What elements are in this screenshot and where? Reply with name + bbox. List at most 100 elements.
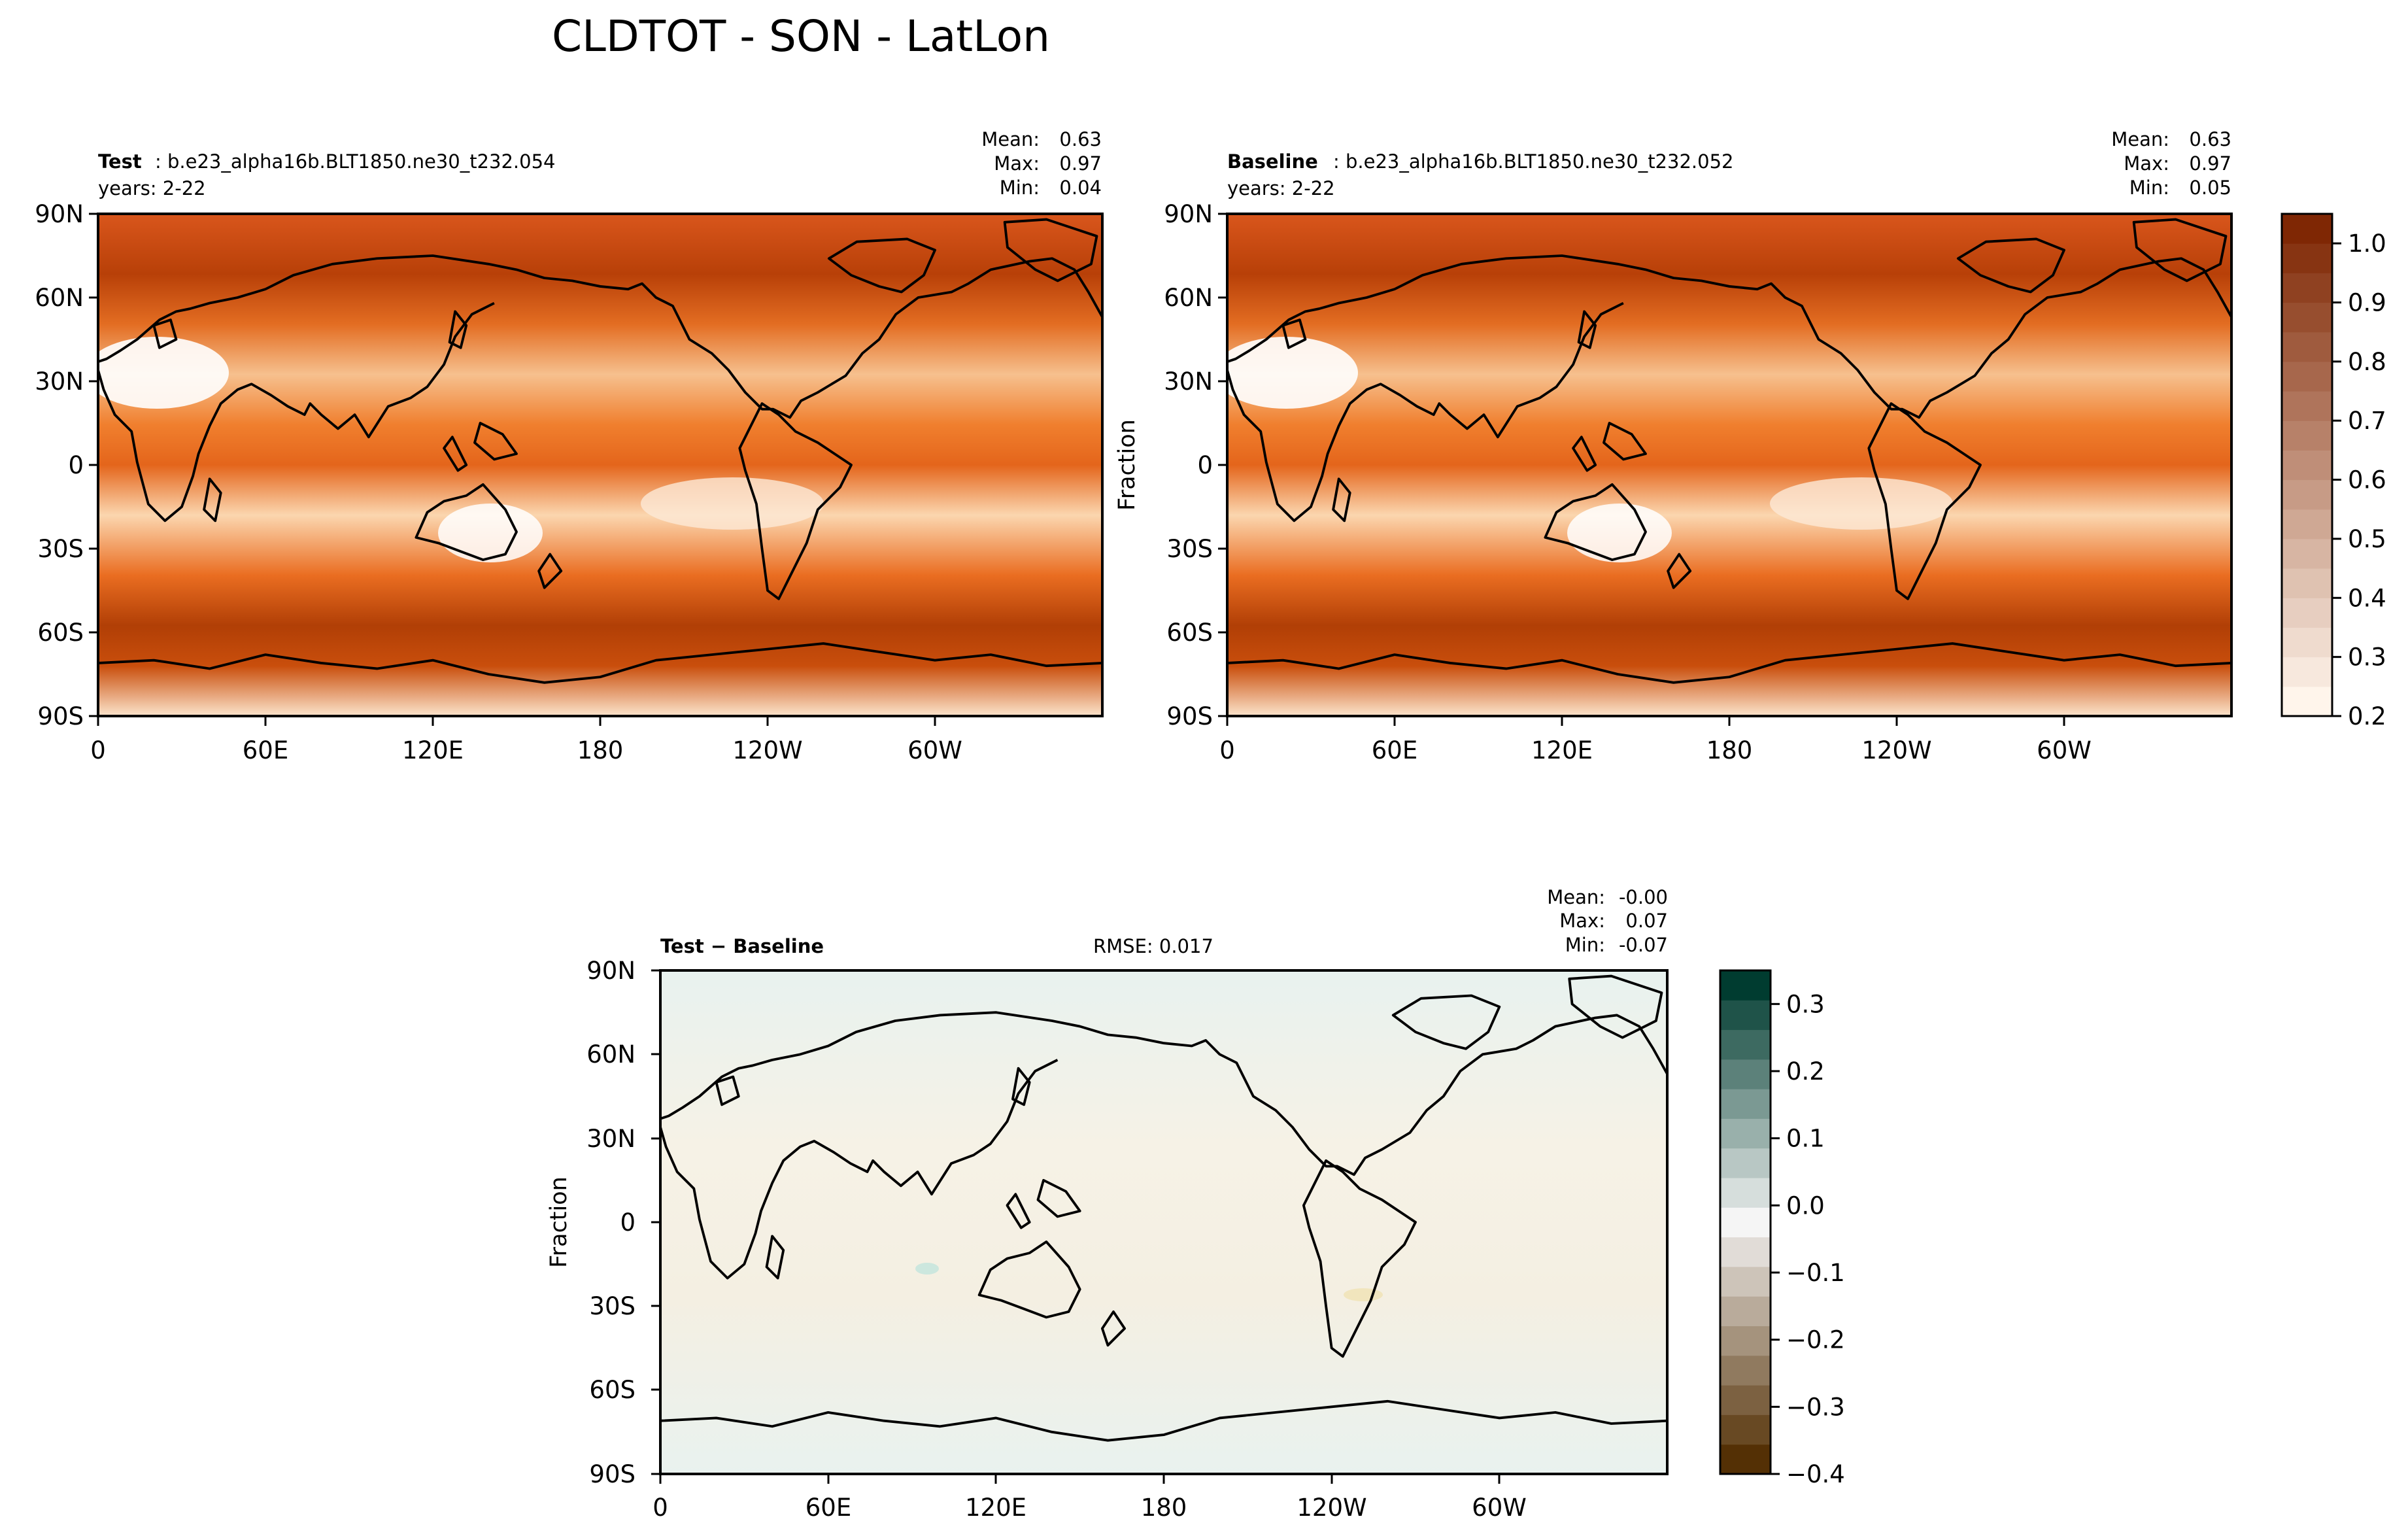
colorbar-swatch <box>2282 420 2332 451</box>
panel-baseline-y-axis: 90N 60N 30N 0 30S 60S 90S <box>1164 200 1213 730</box>
colorbar-tick-label: −0.2 <box>1786 1326 1845 1354</box>
x-tick-label: 60E <box>1372 736 1417 764</box>
panel-baseline-label: Baseline <box>1227 150 1318 173</box>
y-tick-label: 90N <box>35 200 84 228</box>
colorbar-oranges-frame <box>2281 213 2333 717</box>
panel-difference-rmse: RMSE: 0.017 <box>1093 935 1213 957</box>
panel-test-min-label: Min: <box>1000 177 1040 199</box>
panel-difference-x-axis: 0 60E 120E 180 120W 60W <box>653 1494 1527 1522</box>
panel-baseline-case: : b.e23_alpha16b.BLT1850.ne30_t232.052 <box>1333 150 1733 173</box>
panel-test-y-axis: 90N 60N 30N 0 30S 60S 90S <box>35 200 84 730</box>
y-tick-label: 30N <box>1164 368 1213 396</box>
colorbar-oranges-ticks: 0.2 0.3 0.4 0.5 0.6 0.7 0.8 0.9 1.0 <box>2332 230 2386 730</box>
panel-baseline-min-value: 0.05 <box>2189 177 2231 199</box>
y-tick-label: 60N <box>586 1040 636 1069</box>
panel-baseline-mean-value: 0.63 <box>2189 128 2231 150</box>
panel-test-mean-value: 0.63 <box>1059 128 1102 150</box>
x-tick-label: 120W <box>1861 736 1931 764</box>
colorbar-tick-label: 0.0 <box>1786 1191 1825 1220</box>
panel-test-label: Test <box>98 150 142 173</box>
panel-test-max-value: 0.97 <box>1059 152 1102 175</box>
panel-difference-mean-label: Mean: <box>1547 886 1605 908</box>
y-tick-label: 90S <box>589 1460 636 1488</box>
colorbar-tick-label: 0.2 <box>1786 1057 1825 1086</box>
x-tick-label: 60W <box>1472 1494 1527 1522</box>
panel-difference-mean-value: -0.00 <box>1619 886 1668 908</box>
colorbar-brbg: 0.3 0.2 0.1 0.0 −0.1 −0.2 −0.3 −0.4 <box>1719 969 1845 1488</box>
panel-baseline-low-cloud-australia <box>1567 504 1672 562</box>
panel-difference-anomaly <box>1344 1288 1383 1301</box>
y-tick-label: 60S <box>589 1376 636 1404</box>
colorbar-swatch <box>1720 1296 1771 1327</box>
panel-baseline-min-label: Min: <box>2129 177 2169 199</box>
colorbar-tick-label: 0.5 <box>2348 525 2386 553</box>
panel-baseline-years: years: 2-22 <box>1227 177 1335 199</box>
colorbar-tick-label: −0.4 <box>1786 1460 1845 1488</box>
colorbar-swatch <box>2282 479 2332 510</box>
panel-test-min-value: 0.04 <box>1059 177 1102 199</box>
colorbar-swatch <box>2282 568 2332 598</box>
x-tick-label: 0 <box>1219 736 1235 764</box>
colorbar-swatch <box>2282 332 2332 362</box>
x-tick-label: 120W <box>732 736 802 764</box>
y-tick-label: 30N <box>35 368 84 396</box>
colorbar-tick-label: 0.1 <box>1786 1125 1825 1153</box>
panel-difference-ylabel: Fraction <box>546 1176 572 1268</box>
colorbar-tick-label: −0.3 <box>1786 1393 1845 1421</box>
y-tick-label: 60S <box>1166 619 1213 647</box>
panel-test-case: : b.e23_alpha16b.BLT1850.ne30_t232.054 <box>155 150 555 173</box>
colorbar-swatch <box>2282 598 2332 628</box>
colorbar-brbg-ticks: 0.3 0.2 0.1 0.0 −0.1 −0.2 −0.3 −0.4 <box>1771 990 1845 1488</box>
y-tick-label: 0 <box>68 451 84 479</box>
x-tick-label: 120E <box>402 736 464 764</box>
y-tick-label: 0 <box>620 1208 636 1237</box>
figure-title: CLDTOT - SON - LatLon <box>552 11 1050 61</box>
x-tick-label: 60W <box>2037 736 2092 764</box>
colorbar-oranges-swatches <box>2282 214 2332 717</box>
colorbar-swatch <box>2282 302 2332 333</box>
x-tick-label: 120E <box>1531 736 1593 764</box>
x-tick-label: 180 <box>1141 1494 1187 1522</box>
panel-baseline: Baseline : b.e23_alpha16b.BLT1850.ne30_t… <box>1114 128 2233 764</box>
colorbar-swatch <box>1720 1385 1771 1415</box>
y-tick-label: 90N <box>586 957 636 985</box>
y-tick-label: 60S <box>37 619 84 647</box>
colorbar-swatch <box>1720 1266 1771 1297</box>
colorbar-tick-label: 0.8 <box>2348 348 2386 376</box>
colorbar-swatch <box>1720 1178 1771 1208</box>
x-tick-label: 120W <box>1297 1494 1366 1522</box>
panel-baseline-ylabel: Fraction <box>1114 419 1140 511</box>
colorbar-swatch <box>2282 686 2332 717</box>
y-tick-label: 60N <box>35 284 84 312</box>
colorbar-swatch <box>1720 1355 1771 1386</box>
colorbar-swatch <box>2282 273 2332 303</box>
panel-baseline-low-cloud-pacific <box>1770 477 1953 530</box>
panel-difference-min-label: Min: <box>1565 934 1605 956</box>
colorbar-swatch <box>1720 1237 1771 1267</box>
x-tick-label: 180 <box>577 736 624 764</box>
x-tick-label: 0 <box>653 1494 668 1522</box>
panel-baseline-max-value: 0.97 <box>2189 152 2231 175</box>
panel-baseline-low-cloud-sahara <box>1214 337 1358 409</box>
panel-difference-y-axis: 90N 60N 30N 0 30S 60S 90S <box>586 957 636 1488</box>
x-tick-label: 60E <box>805 1494 851 1522</box>
colorbar-tick-label: 0.6 <box>2348 466 2386 494</box>
panel-difference-max-label: Max: <box>1559 910 1605 932</box>
y-tick-label: 30S <box>589 1292 636 1320</box>
colorbar-tick-label: −0.1 <box>1786 1259 1845 1287</box>
panel-difference: Test − Baseline RMSE: 0.017 Mean: -0.00 … <box>546 886 1669 1522</box>
panel-test: Test : b.e23_alpha16b.BLT1850.ne30_t232.… <box>35 128 1104 764</box>
colorbar-tick-label: 0.2 <box>2348 702 2386 730</box>
colorbar-swatch <box>1720 1000 1771 1031</box>
colorbar-swatch <box>2282 450 2332 481</box>
colorbar-swatch <box>1720 1414 1771 1445</box>
colorbar-tick-label: 0.4 <box>2348 584 2386 612</box>
panel-test-low-cloud-pacific <box>641 477 824 530</box>
colorbar-swatch <box>1720 1444 1771 1475</box>
y-tick-label: 60N <box>1164 284 1213 312</box>
colorbar-swatch <box>1720 1207 1771 1238</box>
colorbar-swatch <box>1720 1029 1771 1060</box>
y-tick-label: 0 <box>1197 451 1213 479</box>
y-tick-label: 90S <box>1166 702 1213 730</box>
panel-test-mean-label: Mean: <box>981 128 1040 150</box>
